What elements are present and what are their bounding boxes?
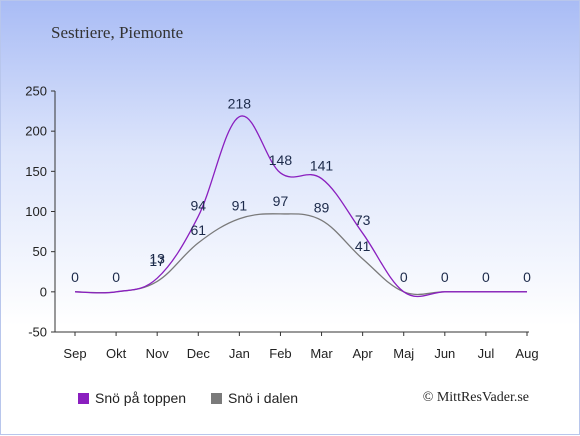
data-label-top-dec: 94	[190, 197, 206, 213]
y-tick-label-1: 0	[40, 284, 47, 299]
legend-swatch-top	[78, 392, 89, 404]
data-label-valley-feb: 97	[273, 193, 289, 209]
series-line-valley	[74, 213, 527, 296]
x-tick-label-aug: Aug	[515, 346, 538, 361]
data-label-top-feb: 148	[269, 152, 293, 168]
data-label-top-mar: 141	[310, 158, 334, 174]
chart-title: Sestriere, Piemonte	[51, 23, 184, 42]
legend-label-valley: Snö i dalen	[228, 390, 299, 406]
y-tick-label-4: 150	[25, 164, 47, 179]
data-label-top-apr: 73	[355, 212, 371, 228]
data-label-top-maj: 0	[400, 269, 408, 285]
copyright-text: © MittResVader.se	[422, 390, 529, 405]
data-label-valley-dec: 61	[190, 222, 206, 238]
x-tick-label-jan: Jan	[229, 346, 250, 361]
data-label-top-jan: 218	[228, 96, 252, 112]
x-tick-label-mar: Mar	[310, 346, 333, 361]
y-tick-label-3: 100	[25, 204, 47, 219]
x-tick-label-feb: Feb	[269, 346, 291, 361]
legend-item-valley: Snö i dalen	[211, 390, 298, 406]
x-tick-label-apr: Apr	[353, 346, 374, 361]
data-label-top-nov: 17	[149, 253, 165, 269]
data-label-valley-mar: 89	[314, 199, 330, 215]
y-tick-label-6: 250	[25, 84, 47, 99]
legend-label-top: Snö på toppen	[95, 390, 187, 406]
x-tick-label-okt: Okt	[106, 346, 127, 361]
x-tick-label-jul: Jul	[478, 346, 495, 361]
x-tick-label-nov: Nov	[146, 346, 170, 361]
data-label-valley-jan: 91	[232, 198, 248, 214]
legend: Snö på toppen Snö i dalen © MittResVader…	[1, 390, 580, 410]
x-tick-label-jun: Jun	[434, 346, 455, 361]
data-label-top-okt: 0	[112, 269, 120, 285]
data-label-valley-nov: 13	[149, 250, 165, 266]
y-tick-label-5: 200	[25, 124, 47, 139]
data-label-valley-apr: 41	[355, 238, 371, 254]
legend-swatch-valley	[211, 392, 222, 404]
y-tick-label-2: 50	[33, 244, 47, 259]
x-tick-label-dec: Dec	[187, 346, 211, 361]
data-label-top-aug: 0	[523, 269, 531, 285]
data-label-top-jul: 0	[482, 269, 490, 285]
legend-item-top: Snö på toppen	[78, 390, 186, 406]
data-label-top-sep: 0	[71, 269, 79, 285]
x-tick-label-sep: Sep	[63, 346, 86, 361]
series-line-top	[74, 115, 527, 298]
data-label-top-jun: 0	[441, 269, 449, 285]
y-tick-label-0: -50	[28, 325, 47, 340]
x-tick-label-maj: Maj	[393, 346, 414, 361]
